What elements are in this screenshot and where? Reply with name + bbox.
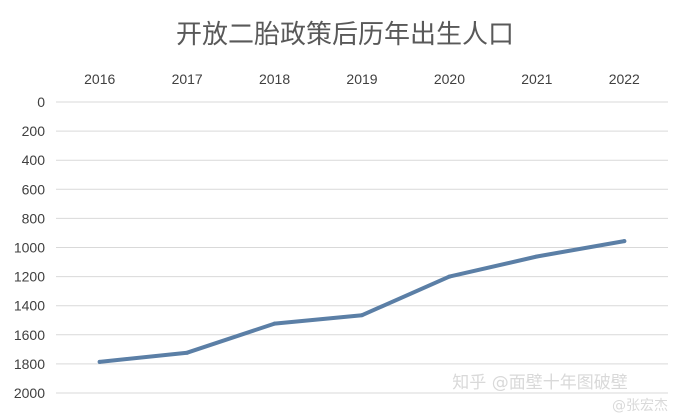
x-tick-label: 2019 xyxy=(346,71,377,87)
data-point-2021 xyxy=(534,254,539,259)
x-tick-label: 2017 xyxy=(172,71,203,87)
y-tick-label: 0 xyxy=(37,94,45,110)
x-tick-label: 2018 xyxy=(259,71,290,87)
y-tick-label: 200 xyxy=(22,123,46,139)
y-tick-label: 600 xyxy=(22,181,46,197)
gridlines xyxy=(56,101,668,394)
x-tick-label: 2020 xyxy=(434,71,465,87)
y-tick-label: 1800 xyxy=(14,356,45,372)
y-axis: 0 200 400 600 800 1000 1200 1400 1600 1800 2000 xyxy=(14,94,45,401)
y-tick-label: 1600 xyxy=(14,327,45,343)
data-point-2019 xyxy=(360,313,364,318)
data-point-2018 xyxy=(272,321,277,326)
data-point-2016 xyxy=(97,359,102,364)
data-point-2020 xyxy=(447,274,452,279)
series-points xyxy=(97,239,627,364)
x-tick-label: 2021 xyxy=(521,71,552,87)
y-tick-label: 1400 xyxy=(14,298,45,314)
x-tick-label: 2022 xyxy=(609,71,640,87)
series-line xyxy=(97,239,627,364)
data-point-2022 xyxy=(622,239,627,244)
x-tick-label: 2016 xyxy=(84,71,115,87)
y-tick-label: 2000 xyxy=(14,385,45,401)
watermark-zhihu: 知乎 @面壁十年图破壁 xyxy=(452,373,627,393)
y-tick-label: 800 xyxy=(22,210,46,226)
y-tick-label: 1200 xyxy=(14,269,45,285)
y-tick-label: 1000 xyxy=(14,240,45,256)
y-tick-label: 400 xyxy=(22,152,46,168)
watermark-weibo: @张宏杰 xyxy=(612,398,668,414)
x-axis: 2016 2017 2018 2019 2020 2021 2022 xyxy=(84,71,640,87)
chart-title: 开放二胎政策后历年出生人口 xyxy=(176,20,514,50)
data-point-2017 xyxy=(185,350,190,355)
